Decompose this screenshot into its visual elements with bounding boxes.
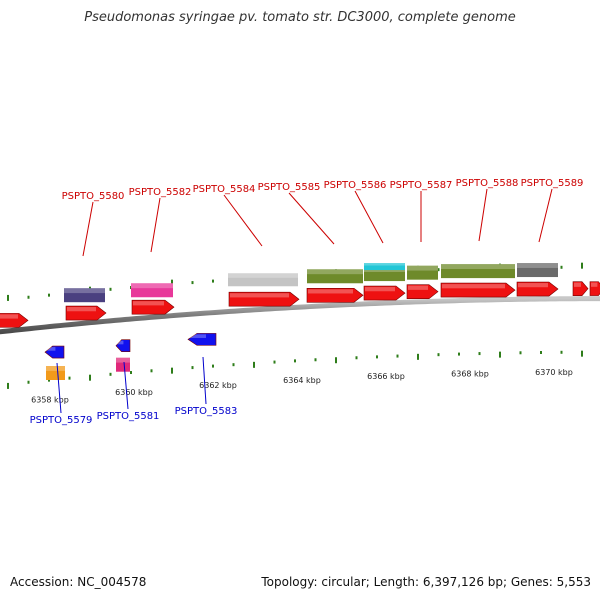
gene-gloss [408,285,428,290]
gene-label-pspto_5588[interactable]: PSPTO_5588 [456,178,519,189]
forward-gene-arrow[interactable] [589,281,600,296]
cog-box-5580 [64,288,105,303]
leader-line-reverse [202,356,207,405]
scale-tick-label: 6370 kbp [535,368,573,377]
gene-gloss [518,283,548,288]
cog-box-5582 [131,283,173,298]
forward-gene-arrow[interactable] [572,281,589,296]
forward-gene-arrow[interactable] [406,284,439,299]
gene-label-pspto_5579[interactable]: PSPTO_5579 [30,415,93,426]
forward-gene-arrow[interactable] [516,281,559,297]
scale-tick-label: 6368 kbp [451,369,489,378]
gene-gloss [189,334,206,338]
scale-tick-label: 6364 kbp [283,376,321,385]
scale-tick-label: 6360 kbp [115,388,153,397]
leader-line-forward [354,190,384,244]
gene-gloss [308,289,353,294]
gene-gloss [67,307,96,312]
cog-gloss [441,264,515,270]
cog-box-5589 [517,263,558,278]
gene-label-pspto_5589[interactable]: PSPTO_5589 [521,178,584,189]
leader-line-forward [538,188,553,243]
scale-ticks-layer: 6358 kbp 6360 kbp 6362 kbp 6364 kbp 6366 kbp… [7,262,583,405]
accession-label: Accession: NC_004578 [10,575,147,589]
cog-gloss [46,366,65,371]
forward-gene-arrow[interactable] [440,282,516,298]
cog-gloss [517,263,558,268]
cog-box-5584 [228,273,298,287]
gene-label-pspto_5587[interactable]: PSPTO_5587 [390,180,453,191]
gene-gloss [591,282,598,287]
leader-line-forward [82,201,94,257]
genome-backbone [0,296,600,335]
cog-gloss [131,283,173,289]
gene-gloss [0,314,18,319]
forward-gene-arrow[interactable] [306,287,364,303]
leader-line-forward [223,194,263,247]
gene-gloss [117,340,124,345]
cog-box-5579 [46,366,65,381]
gene-track [0,281,600,359]
gene-label-pspto_5583[interactable]: PSPTO_5583 [175,406,238,417]
cog-gloss [116,357,130,363]
gene-labels: PSPTO_5580 PSPTO_5582 PSPTO_5584 PSPTO_5585… [30,178,584,426]
gene-gloss [442,284,505,289]
leader-line-reverse [56,362,62,414]
leader-line-forward [478,188,488,242]
reverse-gene-arrow[interactable] [44,345,65,359]
cog-box-5585 [307,269,363,284]
cog-track [46,263,558,381]
gene-label-pspto_5582[interactable]: PSPTO_5582 [129,187,192,198]
cog-gloss [364,263,405,266]
gene-label-pspto_5580[interactable]: PSPTO_5580 [62,191,125,202]
forward-gene-arrow[interactable] [65,305,107,321]
gene-gloss [133,301,164,306]
genome-title: Pseudomonas syringae pv. tomato str. DC3… [84,10,516,25]
forward-gene-arrow[interactable] [131,299,175,315]
scale-tick-label: 6366 kbp [367,372,405,381]
reverse-gene-arrow[interactable] [115,339,131,353]
gene-label-pspto_5585[interactable]: PSPTO_5585 [258,182,321,193]
cog-gloss [64,288,105,294]
leader-line-forward [150,197,161,253]
forward-gene-arrow[interactable] [228,291,300,307]
gene-label-pspto_5581[interactable]: PSPTO_5581 [97,411,160,422]
gene-gloss [46,347,56,351]
forward-gene-arrow[interactable] [0,313,29,328]
cog-box-5587 [407,265,438,280]
reverse-gene-arrow[interactable] [187,333,217,346]
leader-line-forward [288,192,335,245]
cog-gloss [228,273,298,278]
gene-gloss [365,287,395,292]
topology-label: Topology: circular; Length: 6,397,126 bp… [261,575,591,589]
cog-box-5586 [364,267,405,282]
cog-gloss [307,269,363,275]
gene-gloss [574,282,581,287]
backbone-arc [0,296,600,335]
cog-box-5588 [441,264,515,279]
scale-tick-label: 6358 kbp [31,396,69,405]
forward-gene-arrow[interactable] [363,285,406,301]
leader-line-reverse [123,361,129,410]
cog-box-5581 [116,357,130,372]
gene-gloss [230,293,289,298]
gene-label-pspto_5586[interactable]: PSPTO_5586 [324,180,387,191]
gene-label-pspto_5584[interactable]: PSPTO_5584 [193,184,256,195]
label-leaders [56,188,553,414]
cog-box-5586-alt [364,263,405,271]
cog-gloss [407,265,438,271]
scale-tick-label: 6362 kbp [199,381,237,390]
